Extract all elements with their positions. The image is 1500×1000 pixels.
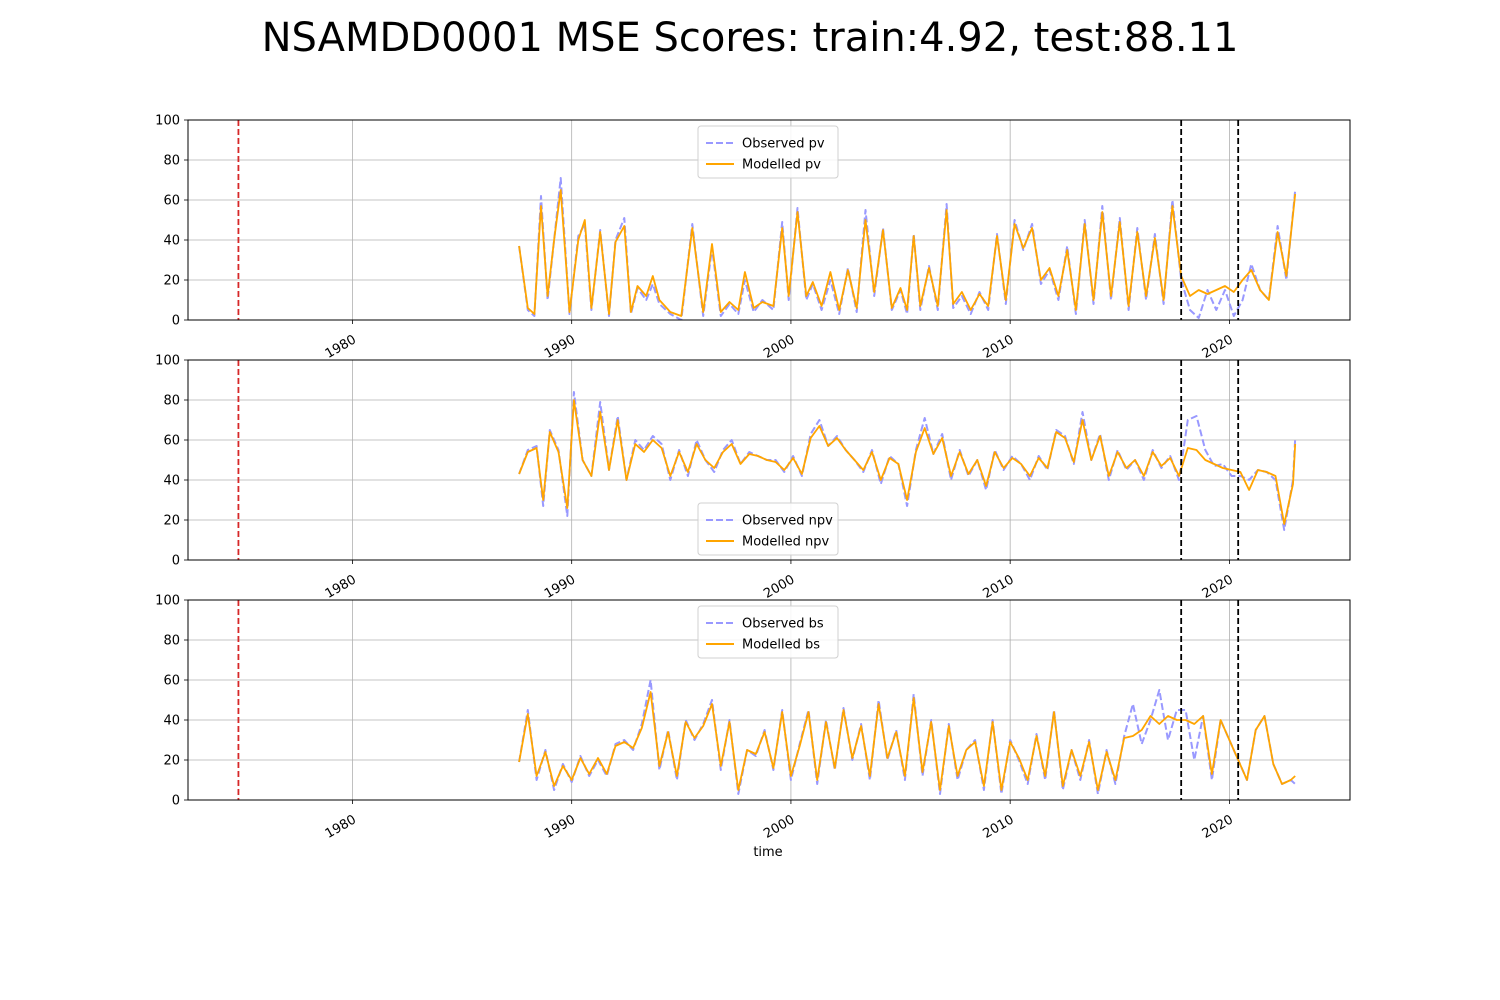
y-tick-label: 20	[163, 514, 180, 529]
legend: Observed pv Modelled pv	[697, 125, 839, 179]
x-tick-label: 1990	[542, 812, 578, 842]
legend-label: Observed npv	[742, 514, 833, 529]
y-tick-label: 0	[172, 314, 180, 329]
x-axis-label: time	[753, 845, 782, 860]
observed-series-line	[518, 391, 1297, 531]
x-tick-label: 2020	[1200, 812, 1236, 842]
legend: Observed bs Modelled bs	[697, 605, 839, 659]
legend-label: Modelled pv	[742, 158, 821, 173]
y-tick-label: 40	[163, 714, 180, 729]
y-tick-label: 20	[163, 274, 180, 289]
legend-label: Modelled bs	[742, 638, 820, 653]
x-tick-label: 1980	[323, 812, 359, 842]
y-tick-label: 20	[163, 754, 180, 769]
y-tick-label: 100	[155, 354, 180, 369]
x-tick-label: 2010	[981, 332, 1017, 362]
x-tick-label: 2000	[761, 332, 797, 362]
x-tick-label: 2000	[761, 572, 797, 602]
x-tick-label: 1990	[542, 332, 578, 362]
observed-series-line	[518, 177, 1297, 320]
legend-label: Observed pv	[742, 137, 825, 152]
x-tick-label: 2010	[981, 812, 1017, 842]
y-tick-label: 100	[155, 594, 180, 609]
plot-frame	[187, 599, 1351, 801]
y-tick-label: 100	[155, 114, 180, 129]
y-tick-label: 80	[163, 394, 180, 409]
x-tick-label: 1980	[323, 332, 359, 362]
y-tick-label: 60	[163, 194, 180, 209]
x-tick-label: 1990	[542, 572, 578, 602]
panel-pv: 0 20 40 60 80 100 1980 1990 2000 2010 2020 Observed…	[155, 114, 1351, 362]
y-tick-label: 80	[163, 154, 180, 169]
observed-series-line	[518, 679, 1296, 795]
chart-title: NSAMDD0001 MSE Scores: train:4.92, test:…	[261, 15, 1239, 61]
panel-bs: 0 20 40 60 80 100 1980 1990 2000 2010 2020 Observed…	[155, 594, 1351, 842]
y-tick-label: 40	[163, 474, 180, 489]
plot-frame	[187, 119, 1351, 321]
y-tick-label: 80	[163, 634, 180, 649]
x-tick-label: 2010	[981, 572, 1017, 602]
y-tick-label: 60	[163, 674, 180, 689]
series-group	[518, 679, 1296, 795]
plot-frame	[187, 359, 1351, 561]
y-tick-label: 0	[172, 554, 180, 569]
panel-npv: 0 20 40 60 80 100 1980 1990 2000 2010 2020 Observed…	[155, 354, 1351, 602]
x-tick-label: 1980	[323, 572, 359, 602]
modelled-series-line	[518, 189, 1297, 317]
y-tick-label: 60	[163, 434, 180, 449]
x-tick-label: 2020	[1200, 332, 1236, 362]
legend: Observed npv Modelled npv	[697, 502, 839, 556]
modelled-series-line	[518, 691, 1296, 791]
y-tick-label: 0	[172, 794, 180, 809]
legend-label: Observed bs	[742, 617, 824, 632]
series-group	[518, 391, 1297, 531]
legend-label: Modelled npv	[742, 535, 830, 550]
modelled-series-line	[518, 399, 1297, 525]
y-tick-label: 40	[163, 234, 180, 249]
x-tick-label: 2000	[761, 812, 797, 842]
x-tick-label: 2020	[1200, 572, 1236, 602]
series-group	[518, 177, 1297, 320]
